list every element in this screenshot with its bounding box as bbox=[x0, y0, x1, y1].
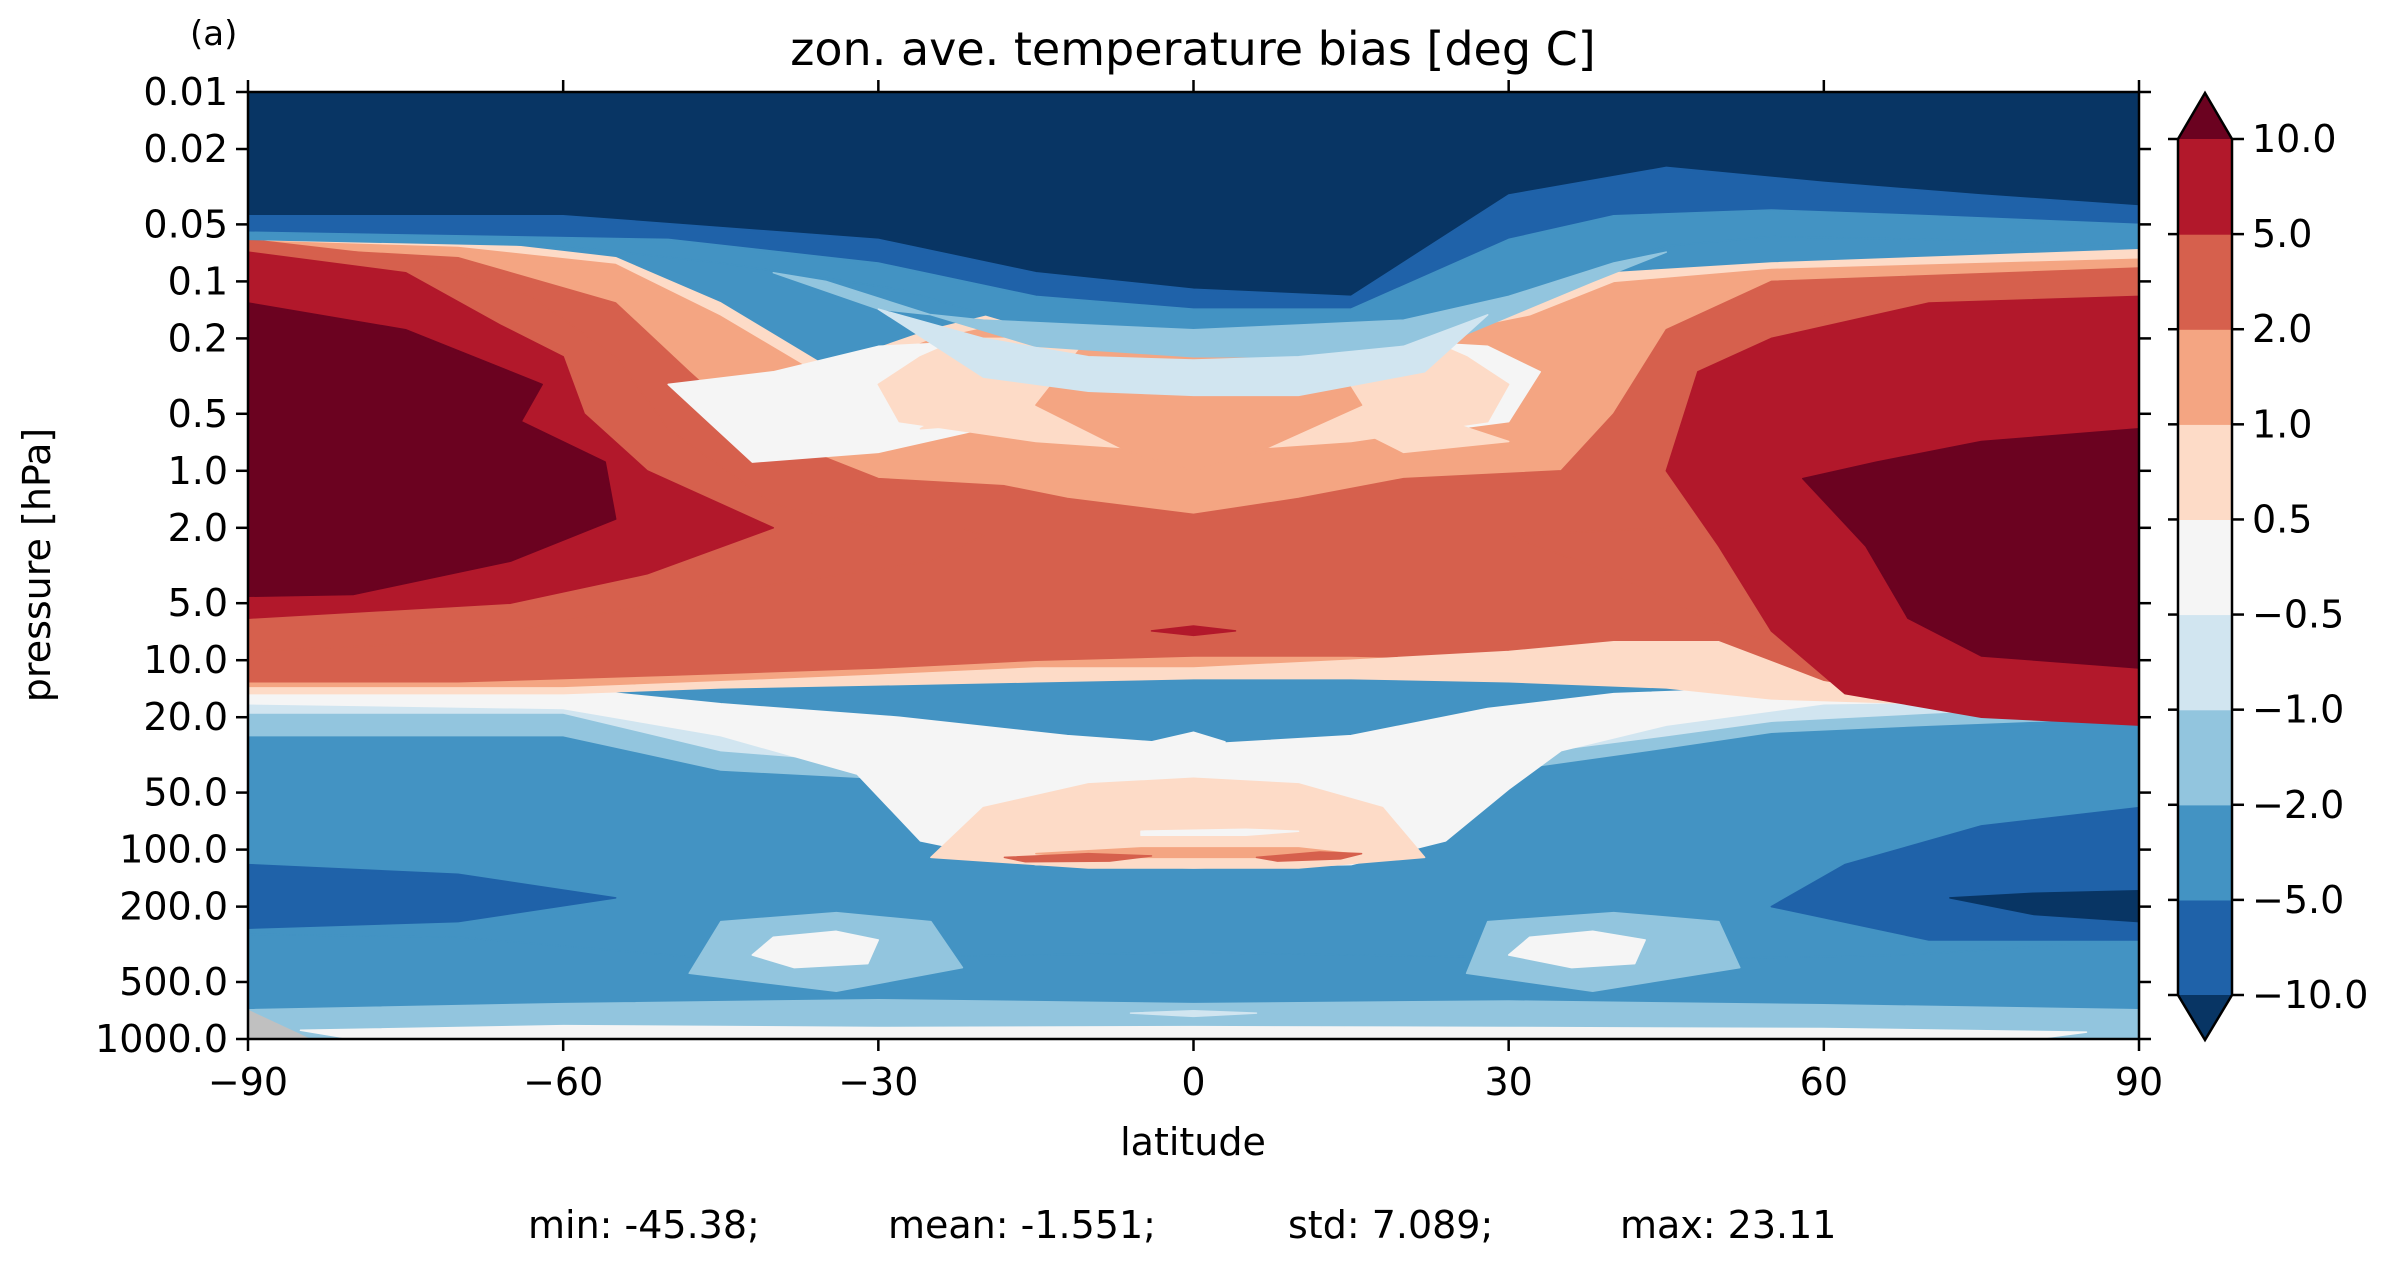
contour-region bbox=[930, 777, 1426, 869]
contour-region bbox=[1802, 428, 2139, 669]
y-tick-label: 0.1 bbox=[168, 259, 228, 303]
y-tick-label: 0.5 bbox=[168, 392, 228, 436]
y-tick-label: 10.0 bbox=[143, 638, 228, 682]
colorbar-segment bbox=[2178, 519, 2232, 616]
y-tick-label: 0.05 bbox=[143, 202, 228, 246]
y-axis-label: pressure [hPa] bbox=[15, 428, 59, 702]
x-tick-label: 60 bbox=[1800, 1060, 1848, 1104]
colorbar-segment bbox=[2178, 139, 2232, 235]
colorbar-segment bbox=[2178, 709, 2232, 806]
colorbar-tick-label: 0.5 bbox=[2252, 497, 2312, 541]
colorbar-tick-label: 5.0 bbox=[2252, 212, 2312, 256]
colorbar-extend-min bbox=[2178, 995, 2232, 1040]
contour-region bbox=[248, 863, 617, 929]
panel-label: (a) bbox=[190, 14, 237, 54]
y-axis: 0.01 0.02 0.05 0.1 0.2 0.5 1.0 2.0 5.0 10.0 20.0 50… bbox=[95, 70, 2151, 1061]
colorbar-tick-label: −1.0 bbox=[2252, 688, 2344, 732]
contour-region bbox=[248, 209, 2139, 340]
plot-area bbox=[248, 92, 2139, 1039]
x-tick-label: −60 bbox=[523, 1060, 603, 1104]
contour-region bbox=[299, 1024, 2088, 1039]
stat-mean: mean: -1.551; bbox=[888, 1203, 1156, 1247]
colorbar-segment bbox=[2178, 804, 2232, 901]
colorbar-segment bbox=[2178, 329, 2232, 425]
contour-region bbox=[1507, 930, 1646, 969]
y-tick-label: 100.0 bbox=[119, 828, 228, 872]
y-tick-label: 500.0 bbox=[119, 960, 228, 1004]
contour-bands bbox=[248, 92, 2139, 1039]
colorbar-tick-label: 2.0 bbox=[2252, 307, 2312, 351]
contour-region bbox=[877, 308, 1489, 397]
contour-region bbox=[1949, 890, 2139, 923]
contour-region bbox=[772, 251, 1668, 358]
x-axis: −90 −60 −30 0 30 60 90 bbox=[208, 80, 2163, 1104]
y-tick-label: 0.2 bbox=[168, 316, 228, 360]
contour-region bbox=[248, 302, 617, 598]
missing-data-region bbox=[248, 1009, 312, 1039]
y-tick-label: 20.0 bbox=[143, 695, 228, 739]
x-tick-label: −30 bbox=[838, 1060, 918, 1104]
contour-region bbox=[751, 930, 880, 969]
colorbar-tick-label: 10.0 bbox=[2252, 117, 2337, 161]
contour-region bbox=[1140, 828, 1300, 837]
chart-title: zon. ave. temperature bias [deg C] bbox=[790, 22, 1596, 76]
contour-region bbox=[248, 231, 2139, 378]
x-axis-label: latitude bbox=[1120, 1120, 1266, 1164]
contour-region bbox=[1003, 852, 1153, 863]
colorbar-segment bbox=[2178, 899, 2232, 996]
x-tick-label: −90 bbox=[208, 1060, 288, 1104]
y-tick-label: 0.01 bbox=[143, 70, 228, 114]
stat-min: min: -45.38; bbox=[528, 1203, 760, 1247]
contour-region bbox=[1150, 625, 1237, 637]
colorbar-extend-max bbox=[2178, 93, 2232, 139]
x-tick-label: 30 bbox=[1484, 1060, 1532, 1104]
stat-std: std: 7.089; bbox=[1288, 1203, 1493, 1247]
colorbar-tick-label: −10.0 bbox=[2252, 973, 2368, 1017]
stat-max: max: 23.11 bbox=[1620, 1203, 1836, 1247]
contour-region bbox=[1129, 1010, 1258, 1018]
x-tick-label: 0 bbox=[1181, 1060, 1205, 1104]
y-tick-label: 5.0 bbox=[168, 581, 228, 625]
colorbar-segment bbox=[2178, 424, 2232, 520]
colorbar: −10.0 −5.0 −2.0 −1.0 −0.5 0.5 1.0 2.0 5.0 10.0 bbox=[2168, 90, 2368, 1043]
colorbar-tick-label: −0.5 bbox=[2252, 593, 2344, 637]
y-tick-label: 1.0 bbox=[168, 449, 228, 493]
y-tick-label: 200.0 bbox=[119, 885, 228, 929]
y-tick-label: 1000.0 bbox=[95, 1017, 228, 1061]
colorbar-tick-label: 1.0 bbox=[2252, 402, 2312, 446]
contour-region bbox=[248, 641, 2139, 705]
contour-region bbox=[1255, 851, 1363, 862]
colorbar-segment bbox=[2178, 614, 2232, 711]
y-tick-label: 0.02 bbox=[143, 127, 228, 171]
colorbar-segment bbox=[2178, 234, 2232, 330]
contour-region bbox=[1150, 731, 1226, 767]
colorbar-tick-label: −5.0 bbox=[2252, 878, 2344, 922]
y-tick-label: 2.0 bbox=[168, 506, 228, 550]
y-tick-label: 50.0 bbox=[143, 771, 228, 815]
colorbar-tick-label: −2.0 bbox=[2252, 783, 2344, 827]
stats-line: min: -45.38; mean: -1.551; std: 7.089; m… bbox=[528, 1203, 1836, 1247]
x-tick-label: 90 bbox=[2115, 1060, 2163, 1104]
